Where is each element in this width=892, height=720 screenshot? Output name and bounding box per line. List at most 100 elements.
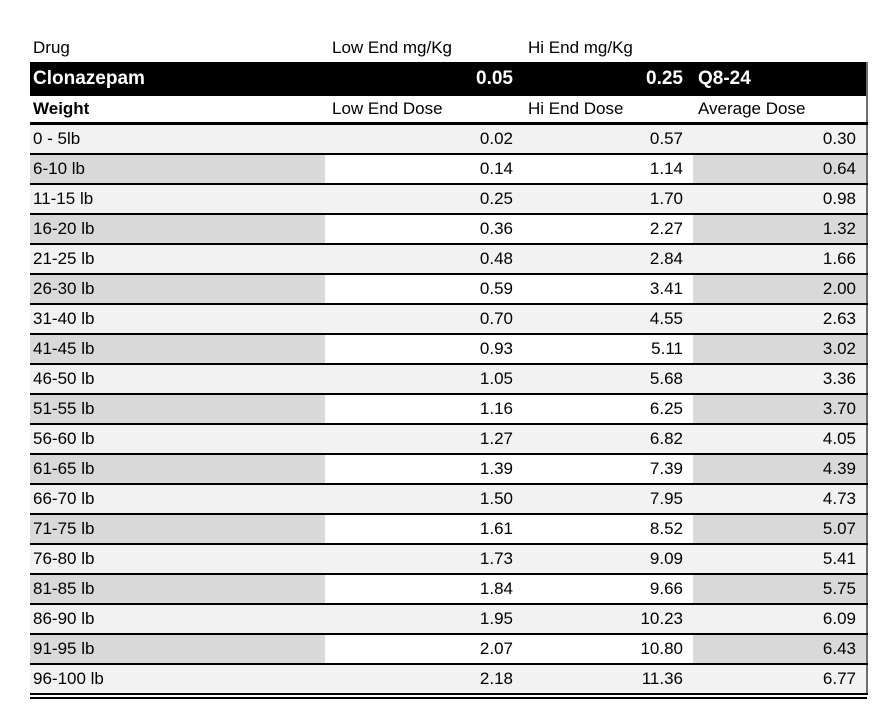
low-end-dose-cell: 1.61 (325, 514, 520, 545)
hi-end-dose-cell: 8.52 (520, 514, 693, 545)
average-dose-cell: 2.00 (693, 274, 868, 305)
weight-cell: 11-15 lb (30, 184, 325, 215)
hi-end-dose-cell: 9.66 (520, 574, 693, 605)
low-end-dose-cell: 0.25 (325, 184, 520, 215)
drug-header-row: Drug Low End mg/Kg Hi End mg/Kg (30, 28, 867, 62)
weight-row: 86-90 lb 1.95 10.23 6.09 (30, 604, 868, 635)
weight-row: 96-100 lb 2.18 11.36 6.77 (30, 664, 868, 695)
drug-banner-row: Clonazepam 0.05 0.25 Q8-24 (30, 62, 868, 96)
average-dose-cell: 6.43 (693, 634, 868, 665)
low-end-dose-cell: 0.14 (325, 154, 520, 185)
hi-end-dose-cell: 6.82 (520, 424, 693, 455)
hi-end-dose-cell: 2.27 (520, 214, 693, 245)
weight-row: 51-55 lb 1.16 6.25 3.70 (30, 394, 868, 425)
weight-row: 71-75 lb 1.61 8.52 5.07 (30, 514, 868, 545)
weight-row: 81-85 lb 1.84 9.66 5.75 (30, 574, 868, 605)
drug-low-end-mgkg-cell: 0.05 (325, 62, 520, 96)
hi-end-dose-cell: 4.55 (520, 304, 693, 335)
weight-row: 41-45 lb 0.93 5.11 3.02 (30, 334, 868, 365)
low-end-dose-cell: 1.50 (325, 484, 520, 515)
dose-header-row: Weight Low End Dose Hi End Dose Average … (30, 96, 868, 125)
hi-end-dose-cell: 9.09 (520, 544, 693, 575)
weight-row: 11-15 lb 0.25 1.70 0.98 (30, 184, 868, 215)
average-dose-cell: 5.41 (693, 544, 868, 575)
low-end-dose-cell: 0.59 (325, 274, 520, 305)
weight-row: 0 - 5lb 0.02 0.57 0.30 (30, 123, 868, 155)
weight-cell: 31-40 lb (30, 304, 325, 335)
hi-end-dose-cell: 1.14 (520, 154, 693, 185)
hi-end-mgkg-column-header: Hi End mg/Kg (520, 28, 693, 62)
weight-cell: 16-20 lb (30, 214, 325, 245)
weight-cell: 76-80 lb (30, 544, 325, 575)
low-end-dose-cell: 1.84 (325, 574, 520, 605)
weight-row: 46-50 lb 1.05 5.68 3.36 (30, 364, 868, 395)
drug-frequency-cell: Q8-24 (693, 62, 868, 96)
weight-row: 56-60 lb 1.27 6.82 4.05 (30, 424, 868, 455)
hi-end-dose-cell: 10.80 (520, 634, 693, 665)
drug-hi-end-mgkg-cell: 0.25 (520, 62, 693, 96)
hi-end-dose-column-header: Hi End Dose (520, 96, 693, 125)
average-dose-cell: 2.63 (693, 304, 868, 335)
hi-end-dose-cell: 1.70 (520, 184, 693, 215)
average-dose-cell: 3.02 (693, 334, 868, 365)
drug-name-cell: Clonazepam (30, 62, 325, 96)
weight-cell: 51-55 lb (30, 394, 325, 425)
low-end-dose-cell: 0.93 (325, 334, 520, 365)
average-dose-column-header: Average Dose (693, 96, 868, 125)
hi-end-dose-cell: 7.95 (520, 484, 693, 515)
weight-row: 61-65 lb 1.39 7.39 4.39 (30, 454, 868, 485)
hi-end-dose-cell: 10.23 (520, 604, 693, 635)
average-dose-cell: 1.66 (693, 244, 868, 275)
hi-end-dose-cell: 3.41 (520, 274, 693, 305)
average-dose-cell: 0.98 (693, 184, 868, 215)
average-dose-cell: 5.75 (693, 574, 868, 605)
average-dose-cell: 5.07 (693, 514, 868, 545)
average-dose-cell: 6.09 (693, 604, 868, 635)
hi-end-dose-cell: 6.25 (520, 394, 693, 425)
average-dose-cell: 0.64 (693, 154, 868, 185)
weight-cell: 26-30 lb (30, 274, 325, 305)
weight-cell: 56-60 lb (30, 424, 325, 455)
weight-cell: 81-85 lb (30, 574, 325, 605)
low-end-dose-cell: 0.02 (325, 123, 520, 155)
low-end-dose-cell: 1.39 (325, 454, 520, 485)
table-bottom-double-border (30, 697, 867, 699)
weight-column-header: Weight (30, 96, 325, 125)
weight-cell: 66-70 lb (30, 484, 325, 515)
low-end-dose-cell: 1.05 (325, 364, 520, 395)
average-dose-cell: 4.05 (693, 424, 868, 455)
hi-end-dose-cell: 0.57 (520, 123, 693, 155)
weight-cell: 46-50 lb (30, 364, 325, 395)
low-end-dose-cell: 1.73 (325, 544, 520, 575)
weight-row: 21-25 lb 0.48 2.84 1.66 (30, 244, 868, 275)
hi-end-dose-cell: 5.68 (520, 364, 693, 395)
weight-row: 6-10 lb 0.14 1.14 0.64 (30, 154, 868, 185)
hi-end-dose-cell: 2.84 (520, 244, 693, 275)
weight-cell: 6-10 lb (30, 154, 325, 185)
low-end-dose-cell: 1.27 (325, 424, 520, 455)
drug-column-header: Drug (30, 28, 325, 62)
low-end-dose-column-header: Low End Dose (325, 96, 520, 125)
weight-cell: 96-100 lb (30, 664, 325, 695)
hi-end-dose-cell: 7.39 (520, 454, 693, 485)
low-end-dose-cell: 0.70 (325, 304, 520, 335)
weight-cell: 0 - 5lb (30, 123, 325, 155)
low-end-dose-cell: 2.07 (325, 634, 520, 665)
weight-cell: 41-45 lb (30, 334, 325, 365)
weight-cell: 91-95 lb (30, 634, 325, 665)
weight-row: 16-20 lb 0.36 2.27 1.32 (30, 214, 868, 245)
average-dose-cell: 4.39 (693, 454, 868, 485)
weight-row: 26-30 lb 0.59 3.41 2.00 (30, 274, 868, 305)
hi-end-dose-cell: 11.36 (520, 664, 693, 695)
average-dose-cell: 4.73 (693, 484, 868, 515)
low-end-dose-cell: 0.36 (325, 214, 520, 245)
weight-cell: 86-90 lb (30, 604, 325, 635)
low-end-dose-cell: 2.18 (325, 664, 520, 695)
weight-cell: 71-75 lb (30, 514, 325, 545)
weight-row: 91-95 lb 2.07 10.80 6.43 (30, 634, 868, 665)
dosing-chart-page: Drug Low End mg/Kg Hi End mg/Kg Clonazep… (30, 28, 868, 699)
drug-header-empty-cell (693, 28, 867, 62)
hi-end-dose-cell: 5.11 (520, 334, 693, 365)
average-dose-cell: 1.32 (693, 214, 868, 245)
average-dose-cell: 3.36 (693, 364, 868, 395)
